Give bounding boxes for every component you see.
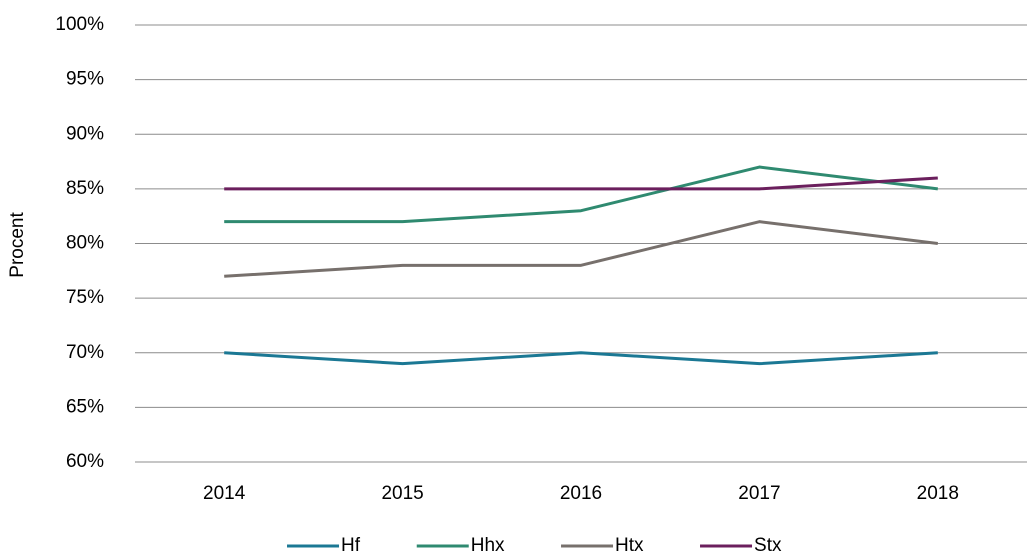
line-series <box>224 165 938 224</box>
y-tick-label: 90% <box>66 123 104 144</box>
legend-label: Hhx <box>471 535 505 556</box>
line-series <box>224 176 938 191</box>
y-axis-label: Procent <box>7 212 28 278</box>
x-tick-label: 2014 <box>203 483 246 504</box>
x-tick-label: 2018 <box>917 483 959 504</box>
y-tick-label: 85% <box>66 178 104 199</box>
y-tick-label: 100% <box>55 14 104 35</box>
x-tick-label: 2016 <box>560 483 602 504</box>
legend-label: Hf <box>341 535 361 556</box>
line-series <box>224 351 938 366</box>
y-tick-label: 95% <box>66 69 104 90</box>
line-series <box>224 220 938 278</box>
x-tick-label: 2017 <box>738 483 780 504</box>
legend-label: Stx <box>754 535 782 556</box>
y-tick-label: 65% <box>66 396 104 417</box>
legend-label: Htx <box>615 535 644 556</box>
y-tick-label: 60% <box>66 451 104 472</box>
x-tick-label: 2015 <box>381 483 423 504</box>
y-tick-label: 75% <box>66 287 104 308</box>
y-tick-label: 80% <box>66 233 104 254</box>
y-tick-label: 70% <box>66 342 104 363</box>
